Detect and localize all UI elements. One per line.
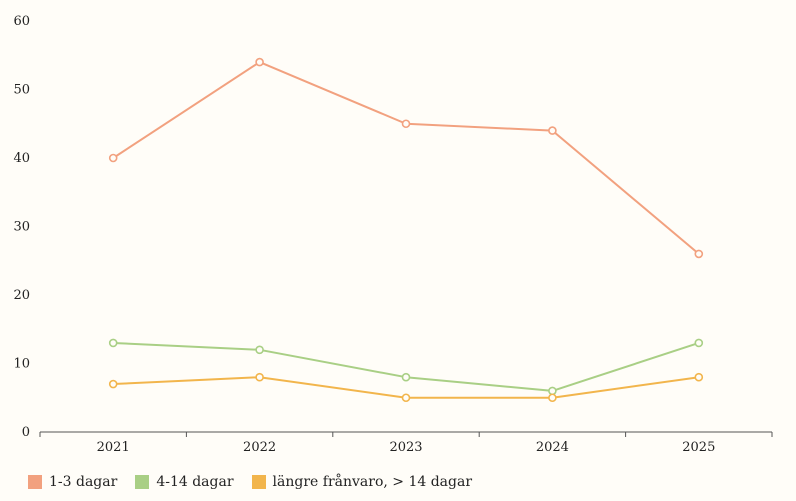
y-tick-label: 40 bbox=[13, 151, 30, 166]
series-line-1 bbox=[112, 61, 700, 255]
series-1-point bbox=[694, 249, 704, 259]
legend-item-2[interactable]: 4-14 dagar bbox=[135, 474, 234, 490]
y-tick-label: 0 bbox=[22, 425, 30, 440]
legend-label-2: 4-14 dagar bbox=[156, 474, 234, 490]
series-1-point bbox=[548, 126, 557, 135]
x-tick-label: 2021 bbox=[97, 440, 130, 455]
series-3-point bbox=[255, 372, 264, 382]
series-3-point bbox=[108, 379, 118, 389]
legend-swatch-1 bbox=[28, 475, 42, 489]
series-1-point bbox=[108, 153, 118, 163]
series-3-point bbox=[548, 393, 557, 403]
y-tick-label: 10 bbox=[13, 357, 30, 372]
series-2-point bbox=[548, 386, 557, 396]
legend-item-1[interactable]: 1-3 dagar bbox=[28, 474, 117, 490]
legend-label-3: längre frånvaro, > 14 dagar bbox=[272, 474, 473, 490]
x-tick-label: 2022 bbox=[243, 440, 276, 455]
y-tick-label: 20 bbox=[13, 288, 30, 303]
x-tick-label: 2024 bbox=[536, 440, 569, 455]
series-2-point bbox=[401, 372, 411, 382]
legend-label-1: 1-3 dagar bbox=[49, 474, 118, 490]
series-2-point bbox=[255, 345, 264, 355]
legend-item-3[interactable]: längre frånvaro, > 14 dagar bbox=[251, 474, 473, 490]
series-2-point bbox=[694, 338, 704, 348]
series-1-point bbox=[401, 119, 411, 129]
y-tick-label: 30 bbox=[13, 220, 30, 235]
y-tick-label: 50 bbox=[13, 83, 30, 98]
series-3-point bbox=[401, 393, 411, 403]
x-tick-label: 2025 bbox=[682, 440, 715, 455]
legend-swatch-2 bbox=[135, 475, 150, 489]
series-2-point bbox=[108, 338, 118, 348]
legend-swatch-3 bbox=[251, 475, 266, 489]
legend: 1-3 dagar 4-14 dagar längre frånvaro, > … bbox=[28, 474, 472, 490]
series-3-point bbox=[694, 372, 704, 382]
series-line-2 bbox=[113, 341, 700, 392]
line-chart: 0 10 20 30 40 50 60 2021 2022 2023 2024 2025 bbox=[13, 14, 773, 455]
y-tick-label: 60 bbox=[13, 14, 30, 29]
x-tick-label: 2023 bbox=[389, 440, 422, 455]
series-1-point bbox=[255, 57, 264, 67]
